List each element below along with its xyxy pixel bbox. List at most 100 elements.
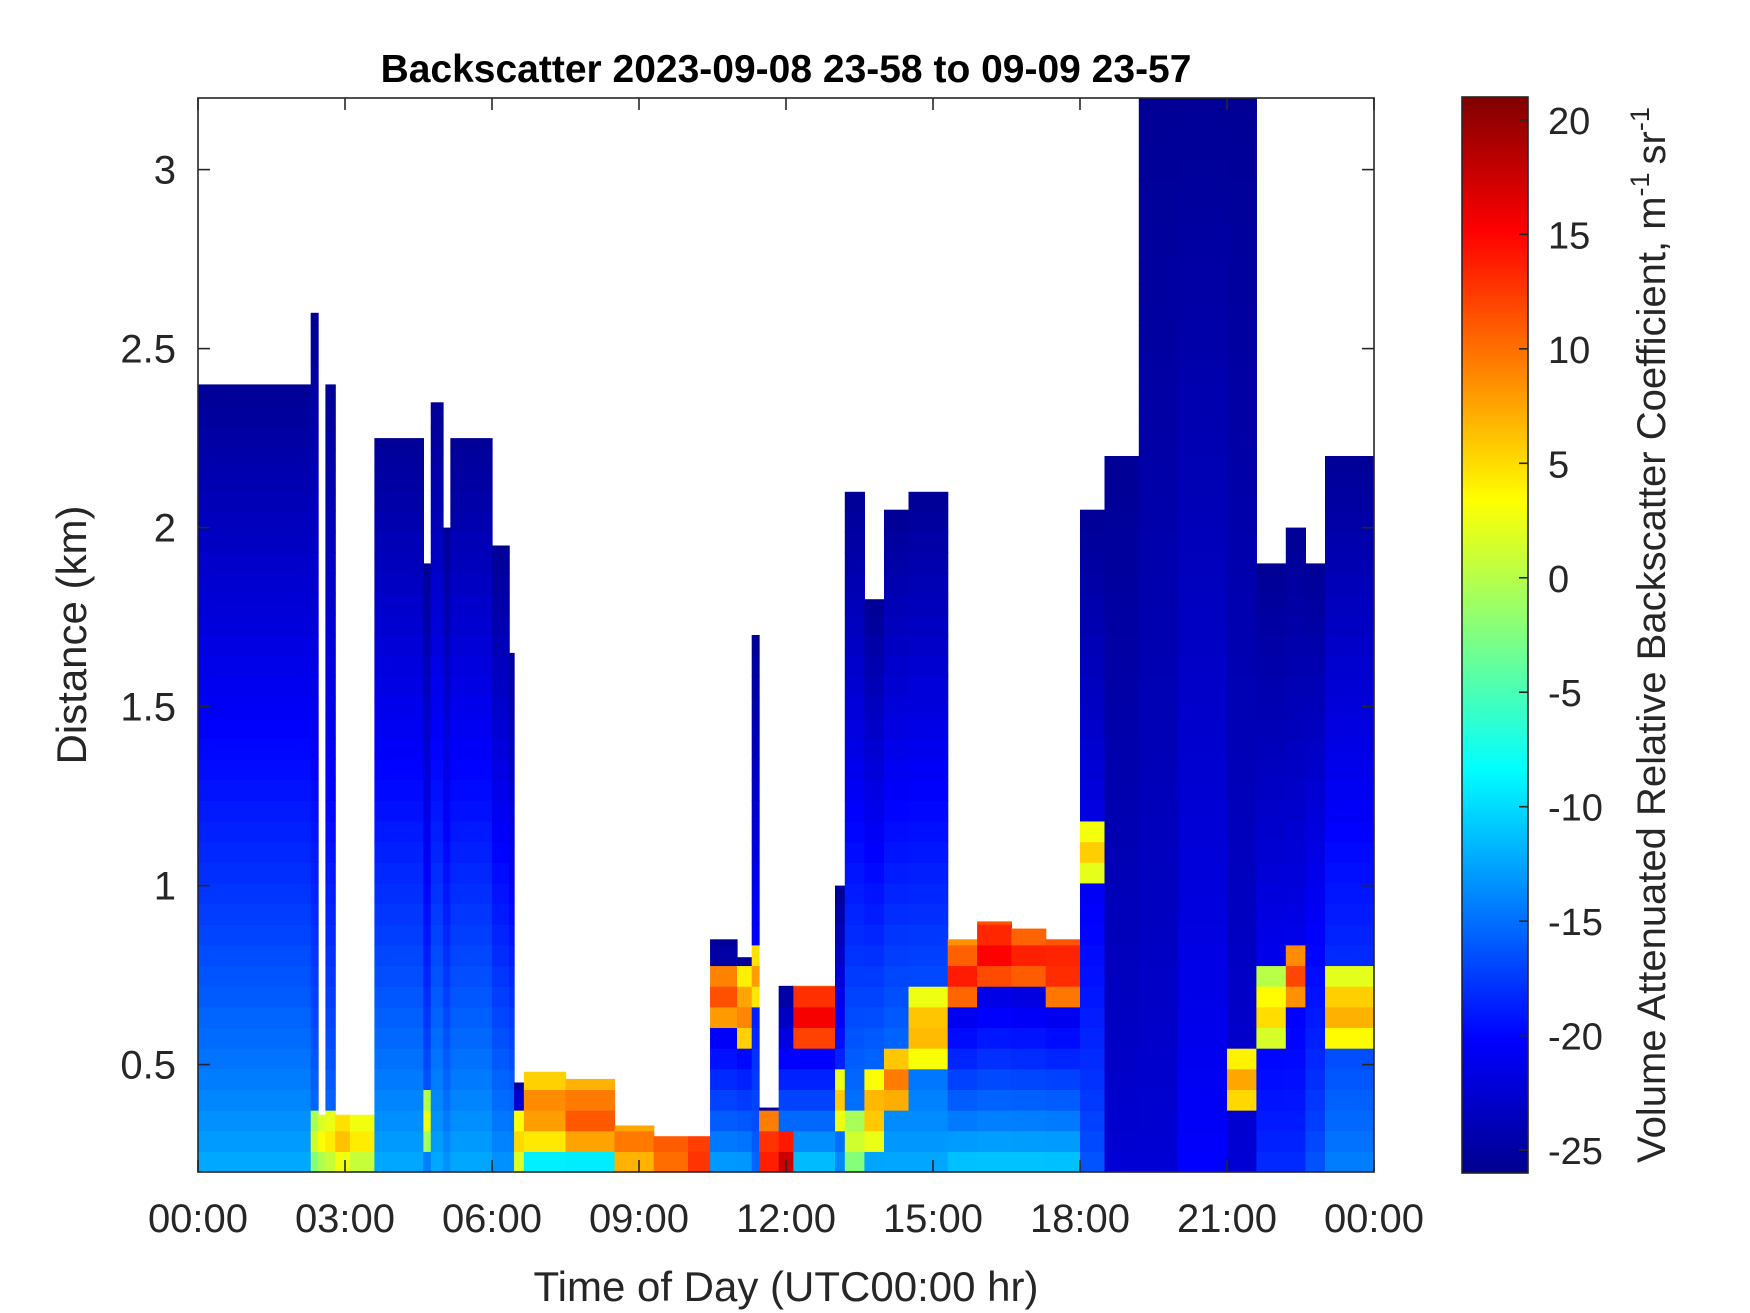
heatmap-cell (1178, 469, 1228, 492)
heatmap-cell (1256, 655, 1287, 677)
heatmap-cell (710, 1151, 738, 1172)
profile-column (514, 1082, 525, 1172)
heatmap-cell (844, 511, 865, 533)
heatmap-cell (492, 1130, 510, 1152)
heatmap-cell (908, 696, 949, 719)
heatmap-cell (614, 1151, 655, 1172)
heatmap-cell (751, 1068, 760, 1090)
heatmap-cell (908, 882, 949, 905)
heatmap-cell (1325, 862, 1374, 884)
heatmap-cell (450, 655, 493, 677)
heatmap-cell (374, 573, 424, 595)
heatmap-cell (1045, 1151, 1081, 1172)
heatmap-cell (430, 820, 444, 843)
heatmap-cell (325, 841, 336, 863)
heatmap-cell (492, 1006, 510, 1029)
heatmap-cell (374, 552, 424, 574)
heatmap-cell (1080, 1151, 1106, 1172)
heatmap-cell (759, 1151, 780, 1172)
heatmap-cell (310, 511, 319, 533)
heatmap-cell (1285, 614, 1306, 636)
heatmap-cell (778, 1089, 794, 1111)
heatmap-cell (1104, 1048, 1140, 1070)
heatmap-cell (884, 552, 910, 574)
heatmap-cell (1305, 717, 1326, 739)
heatmap-cell (450, 717, 493, 739)
heatmap-cell (1256, 573, 1287, 595)
heatmap-cell (884, 986, 910, 1008)
heatmap-cell (198, 614, 312, 636)
heatmap-cell (884, 573, 910, 595)
heatmap-cell (450, 758, 493, 781)
heatmap-cell (450, 449, 493, 471)
heatmap-cell (492, 1110, 510, 1132)
heatmap-cell (1080, 1089, 1106, 1111)
heatmap-cell (443, 1048, 451, 1070)
profile-column (710, 939, 738, 1172)
heatmap-cell (908, 552, 949, 574)
heatmap-cell (710, 1068, 738, 1090)
heatmap-cell (514, 1110, 525, 1132)
heatmap-cell (1256, 965, 1287, 987)
profile-column (1285, 527, 1306, 1172)
heatmap-cell (844, 1151, 865, 1172)
heatmap-cell (778, 985, 794, 987)
heatmap-cell (1011, 1048, 1047, 1070)
heatmap-cell (374, 1089, 424, 1111)
heatmap-cell (1138, 469, 1179, 492)
heatmap-cell (751, 1110, 760, 1132)
heatmap-cell (430, 779, 444, 801)
heatmap-cell (310, 944, 319, 967)
heatmap-cell (864, 1048, 885, 1070)
heatmap-cell (325, 965, 336, 987)
heatmap-cell (1305, 573, 1326, 595)
heatmap-cell (1256, 924, 1287, 946)
heatmap-cell (1285, 1027, 1306, 1049)
heatmap-cell (908, 511, 949, 533)
heatmap-cell (423, 986, 432, 1008)
heatmap-cell (1227, 758, 1257, 781)
heatmap-cell (492, 696, 510, 719)
heatmap-cell (908, 944, 949, 967)
heatmap-cell (1227, 366, 1257, 388)
heatmap-cell (1325, 469, 1374, 492)
heatmap-cell (374, 1110, 424, 1132)
heatmap-cell (374, 438, 424, 450)
heatmap-cell (710, 1027, 738, 1049)
heatmap-cell (947, 1151, 978, 1172)
profile-column (759, 1107, 780, 1172)
heatmap-cell (430, 428, 444, 450)
heatmap-cell (374, 862, 424, 884)
heatmap-cell (1178, 882, 1228, 905)
heatmap-cell (509, 655, 515, 677)
heatmap-cell (864, 903, 885, 925)
heatmap-cell (614, 1125, 655, 1132)
heatmap-cell (310, 676, 319, 698)
heatmap-cell (1178, 965, 1228, 987)
heatmap-cell (653, 1151, 689, 1172)
heatmap-cell (884, 676, 910, 698)
heatmap-cell (443, 986, 451, 1008)
heatmap-cell (1045, 939, 1081, 946)
heatmap-cell (737, 1068, 753, 1090)
heatmap-cell (310, 552, 319, 574)
heatmap-cell (1138, 345, 1179, 368)
heatmap-cell (430, 676, 444, 698)
profile-column (908, 491, 949, 1172)
heatmap-cell (1305, 965, 1326, 987)
heatmap-cell (1104, 944, 1140, 967)
heatmap-cell (450, 738, 493, 760)
heatmap-cell (1325, 1027, 1374, 1049)
heatmap-cell (492, 986, 510, 1008)
x-tick-label: 09:00 (589, 1197, 689, 1241)
heatmap-cell (1178, 201, 1228, 223)
heatmap-cell (310, 325, 319, 347)
heatmap-cell (778, 986, 794, 1008)
heatmap-cell (443, 1130, 451, 1152)
heatmap-cell (310, 862, 319, 884)
heatmap-cell (325, 986, 336, 1008)
heatmap-cell (835, 1006, 846, 1029)
heatmap-cell (1227, 221, 1257, 244)
heatmap-cell (1285, 696, 1306, 719)
heatmap-cell (374, 593, 424, 615)
